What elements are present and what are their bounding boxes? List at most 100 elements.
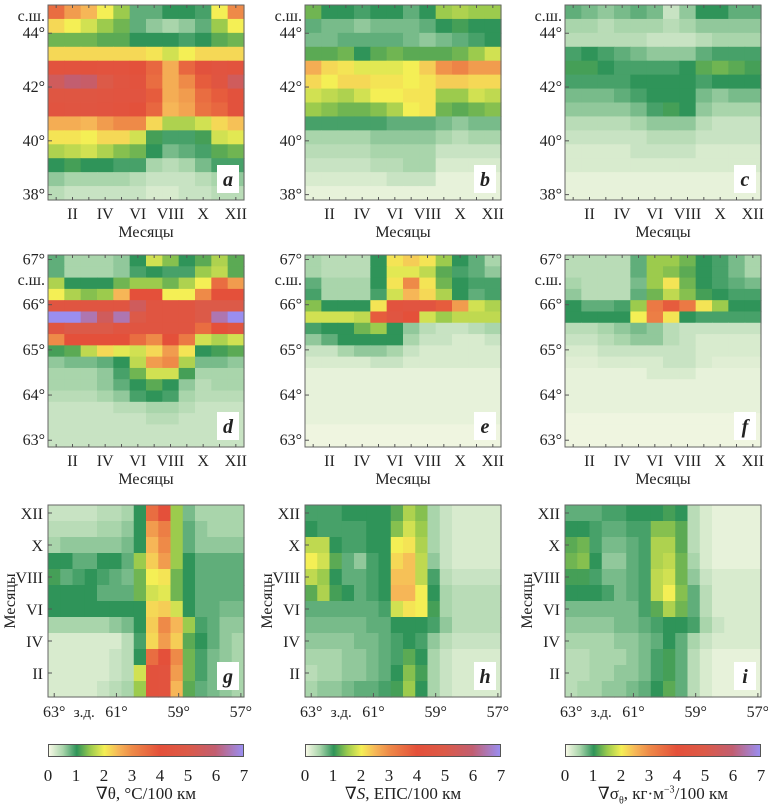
heatmap-cell — [317, 521, 331, 538]
heatmap-cell — [630, 5, 648, 20]
heatmap-cell — [178, 266, 196, 279]
heatmap-cell — [712, 569, 725, 586]
heatmap-cell — [695, 130, 713, 145]
heatmap-cell — [337, 158, 355, 173]
heatmap-cell — [207, 649, 221, 666]
heatmap-cell — [712, 300, 729, 313]
heatmap-cell — [663, 288, 680, 301]
heatmap-cell — [162, 158, 180, 173]
heatmap-cell — [452, 553, 465, 570]
x-axis-unit-label: з.д. — [331, 705, 352, 721]
heatmap-cell — [712, 266, 729, 279]
x-tick-label: IV — [614, 206, 631, 223]
heatmap-cell — [679, 367, 697, 380]
heatmap-cell — [170, 537, 184, 554]
heatmap-cell — [195, 435, 212, 448]
heatmap-cell — [403, 553, 416, 570]
heatmap-cell — [211, 255, 229, 267]
x-tick-label: 59° — [167, 704, 189, 721]
heatmap-cell — [390, 665, 404, 682]
heatmap-cell — [337, 116, 355, 131]
heatmap-cell — [638, 665, 652, 682]
heatmap-cell — [195, 116, 212, 131]
heatmap-cell — [712, 116, 729, 131]
heatmap-cell — [435, 311, 453, 324]
heatmap-cell — [415, 537, 429, 554]
heatmap-cell — [195, 266, 212, 279]
heatmap-cell — [646, 88, 664, 104]
heatmap-cell — [337, 130, 355, 145]
heatmap-cell — [129, 186, 147, 201]
heatmap-cell — [663, 266, 680, 279]
heatmap-cell — [341, 649, 355, 666]
heatmap-cell — [370, 5, 388, 20]
heatmap-cell — [64, 311, 82, 324]
y-tick-label: XII — [278, 506, 300, 523]
heatmap-cell — [158, 505, 172, 522]
heatmap-cell — [614, 18, 631, 34]
heatmap-cell — [354, 74, 371, 90]
heatmap-cell — [354, 46, 371, 62]
heatmap-cell — [146, 46, 163, 62]
heatmap-cell — [170, 633, 184, 650]
heatmap-cell — [614, 102, 631, 118]
heatmap-cell — [133, 617, 147, 634]
heatmap-cell — [646, 172, 664, 187]
heatmap-cell — [679, 266, 697, 279]
heatmap-cell — [435, 186, 453, 201]
heatmap-cell — [366, 681, 380, 698]
heatmap-cell — [614, 424, 631, 437]
heatmap-cell — [60, 633, 74, 650]
panel-letter-box — [474, 165, 496, 193]
heatmap-cell — [178, 172, 196, 187]
heatmap-cell — [378, 585, 392, 602]
heatmap-cell — [390, 585, 404, 602]
heatmap-cell — [84, 665, 98, 682]
heatmap-cell — [565, 379, 582, 392]
x-tick-label: IV — [97, 206, 114, 223]
heatmap-cell — [337, 345, 355, 358]
heatmap-cell — [630, 116, 648, 131]
heatmap-cell — [614, 334, 631, 346]
heatmap-cell — [601, 681, 615, 698]
panel-letter-box — [217, 412, 239, 440]
heatmap-cell — [80, 345, 98, 358]
heatmap-cell — [435, 130, 453, 145]
heatmap-cell — [48, 32, 65, 48]
heatmap-cell — [60, 585, 74, 602]
heatmap-cell — [195, 311, 212, 324]
x-tick-label: VI — [129, 206, 146, 223]
heatmap-cell — [48, 601, 61, 618]
heatmap-cell — [484, 116, 502, 131]
heatmap-cell — [354, 569, 367, 586]
heatmap-cell — [354, 585, 367, 602]
heatmap-cell — [435, 379, 453, 392]
y-axis-label: Месяцы — [2, 573, 19, 629]
y-tick-label: 66° — [23, 297, 45, 314]
heatmap-cell — [354, 435, 371, 448]
heatmap-cell — [354, 424, 371, 437]
heatmap-cell — [728, 379, 746, 392]
heatmap-cell — [231, 569, 245, 586]
heatmap-cell — [227, 60, 245, 76]
heatmap-cell — [712, 172, 729, 187]
heatmap-cell — [211, 322, 229, 335]
colorbar-tick-label: 5 — [184, 766, 193, 785]
heatmap-cell — [614, 553, 627, 570]
heatmap-cell — [488, 521, 502, 538]
heatmap-cell — [48, 413, 65, 426]
heatmap-cell — [614, 322, 631, 335]
colorbar-tick-label: 0 — [561, 766, 570, 785]
plot-frame — [47, 504, 245, 698]
heatmap-cell — [679, 46, 697, 62]
heatmap-cell — [80, 88, 98, 104]
heatmap-cell — [484, 390, 502, 403]
heatmap-cell — [468, 356, 486, 369]
heatmap-cell — [48, 334, 65, 346]
heatmap-cell — [464, 585, 478, 602]
heatmap-cell — [146, 186, 163, 201]
heatmap-cell — [581, 413, 599, 426]
heatmap-cell — [121, 601, 135, 618]
heatmap-cell — [146, 18, 163, 34]
